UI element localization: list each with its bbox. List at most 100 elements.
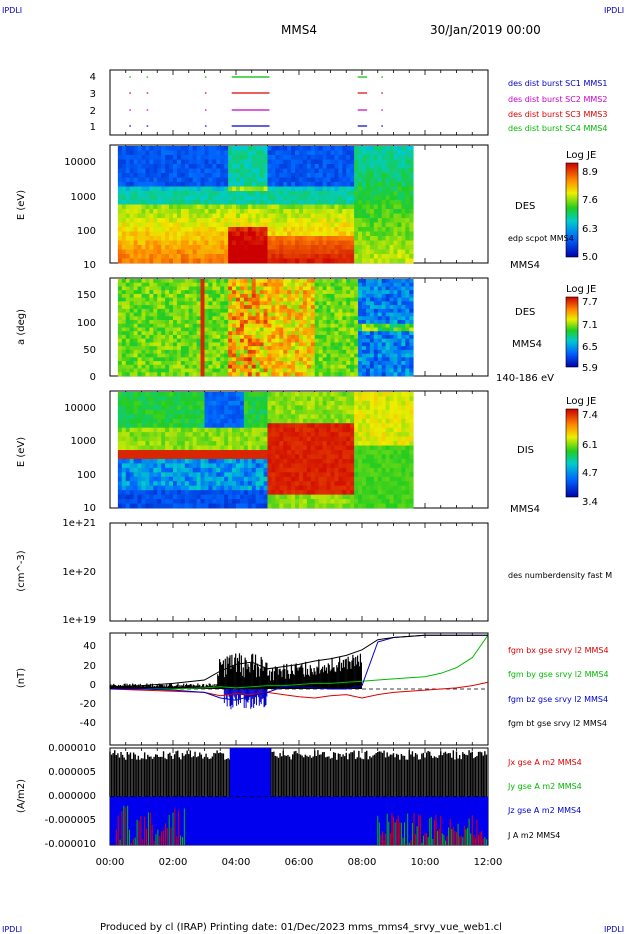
- spectrogram-cell: [275, 297, 280, 302]
- spectrogram-cell: [365, 258, 371, 264]
- spectrogram-cell: [196, 209, 201, 214]
- spectrogram-cell: [149, 472, 154, 478]
- spectrogram-cell: [259, 249, 264, 255]
- spectrogram-cell: [322, 191, 327, 196]
- spectrogram-cell: [338, 218, 343, 223]
- spectrogram-cell: [117, 481, 123, 487]
- spectrogram-cell: [117, 320, 123, 325]
- spectrogram-cell: [322, 334, 327, 340]
- spectrogram-cell: [243, 293, 249, 299]
- spectrogram-cell: [275, 361, 280, 366]
- spectrogram-cell: [283, 331, 288, 336]
- spectrogram-cell: [279, 159, 284, 165]
- spectrogram-cell: [169, 400, 174, 406]
- spectrogram-cell: [161, 450, 166, 455]
- spectrogram-cell: [369, 282, 375, 287]
- spectrogram-cell: [299, 258, 304, 264]
- spectrogram-cell: [173, 368, 178, 373]
- spectrogram-cell: [326, 218, 331, 223]
- spectrogram-cell: [369, 254, 375, 259]
- spectrogram-cell: [149, 499, 154, 504]
- spectrogram-cell: [224, 312, 229, 317]
- spectrogram-cell: [259, 346, 264, 351]
- spectrogram-cell: [330, 236, 335, 241]
- panel-frame: [109, 69, 489, 136]
- des-pitch-colorbar: [565, 296, 579, 368]
- spectrogram-cell: [338, 177, 343, 183]
- spectrogram-cell: [259, 258, 264, 264]
- spectrogram-cell: [338, 297, 343, 302]
- spectrogram-cell: [196, 349, 201, 355]
- spectrogram-cell: [275, 209, 280, 214]
- spectrogram-cell: [192, 286, 198, 291]
- spectrogram-cell: [184, 236, 190, 241]
- spectrogram-cell: [251, 222, 257, 228]
- spectrogram-cell: [365, 200, 371, 205]
- spectrogram-cell: [330, 334, 335, 340]
- spectrogram-cell: [196, 372, 201, 377]
- spectrogram-cell: [275, 177, 280, 183]
- spectrogram-cell: [259, 368, 264, 373]
- spectrogram-cell: [129, 405, 135, 411]
- spectrogram-cell: [247, 146, 253, 151]
- spectrogram-cell: [377, 236, 383, 241]
- spectrogram-cell: [224, 222, 229, 228]
- spectrogram-cell: [389, 227, 394, 232]
- spectrogram-cell: [216, 334, 221, 340]
- spectrogram-cell: [216, 418, 221, 424]
- spectrogram-cell: [397, 173, 402, 178]
- spectrogram-cell: [173, 334, 178, 340]
- spectrogram-cell: [117, 472, 123, 478]
- spectrogram-cell: [279, 195, 284, 201]
- spectrogram-cell: [173, 258, 178, 264]
- spectrogram-cell: [129, 458, 135, 464]
- spectrogram-cell: [243, 213, 249, 219]
- spectrogram-cell: [145, 200, 150, 205]
- spectrogram-cell: [180, 240, 186, 246]
- spectrogram-cell: [153, 177, 158, 183]
- spectrogram-cell: [291, 301, 296, 306]
- spectrogram-cell: [239, 312, 245, 317]
- spectrogram-cell: [369, 305, 375, 310]
- spectrogram-cell: [381, 331, 387, 336]
- spectrogram-cell: [141, 258, 146, 264]
- spectrogram-cell: [350, 159, 355, 165]
- spectrogram-cell: [358, 297, 363, 302]
- spectrogram-cell: [129, 227, 135, 232]
- spectrogram-cell: [287, 186, 292, 192]
- spectrogram-cell: [129, 331, 135, 336]
- spectrogram-cell: [129, 349, 135, 355]
- spectrogram-cell: [216, 445, 221, 451]
- spectrogram-cell: [129, 218, 135, 223]
- spectrogram-cell: [401, 334, 406, 340]
- spectrogram-cell: [393, 364, 398, 369]
- spectrogram-cell: [377, 331, 383, 336]
- spectrogram-cell: [228, 349, 233, 355]
- spectrogram-cell: [279, 150, 284, 156]
- spectrogram-cell: [176, 432, 182, 438]
- spectrogram-cell: [302, 245, 308, 250]
- spectrogram-cell: [350, 316, 355, 321]
- spectrogram-cell: [196, 155, 201, 160]
- spectrogram-cell: [354, 286, 359, 291]
- spectrogram-cell: [121, 231, 127, 237]
- spectrogram-cell: [204, 454, 209, 460]
- spectrogram-cell: [212, 305, 217, 310]
- spectrogram-cell: [125, 414, 131, 420]
- spectrogram-cell: [129, 357, 135, 362]
- spectrogram-cell: [310, 305, 316, 310]
- spectrogram-cell: [267, 368, 272, 373]
- spectrogram-cell: [401, 357, 406, 362]
- spectrogram-cell: [121, 258, 127, 264]
- spectrogram-cell: [243, 182, 249, 187]
- spectrogram-cell: [247, 316, 253, 321]
- spectrogram-cell: [121, 200, 127, 205]
- des-pitch-ylabel: a (deg): [16, 309, 27, 345]
- spectrogram-cell: [169, 227, 174, 232]
- spectrogram-cell: [291, 346, 296, 351]
- spectrogram-cell: [129, 320, 135, 325]
- spectrogram-cell: [263, 279, 268, 284]
- spectrogram-cell: [169, 346, 174, 351]
- spectrogram-cell: [216, 323, 221, 328]
- spectrogram-cell: [196, 331, 201, 336]
